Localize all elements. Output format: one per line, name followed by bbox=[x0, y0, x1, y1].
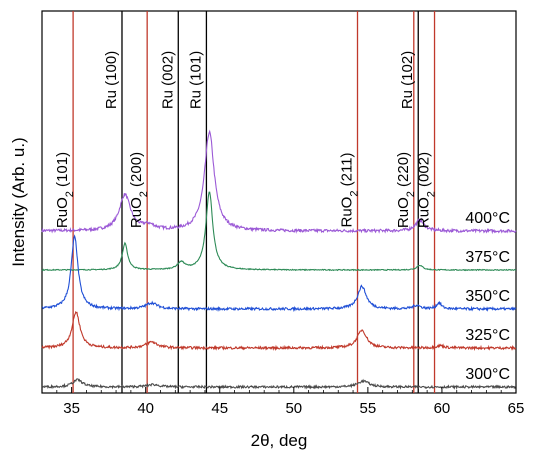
series-line bbox=[41, 191, 516, 272]
peak-label: RuO2 (101) bbox=[54, 152, 76, 228]
series-name-label: 350°C bbox=[465, 288, 510, 305]
series-name-label: 325°C bbox=[465, 327, 510, 344]
x-tick-label: 60 bbox=[434, 400, 451, 417]
peak-label: Ru (102) bbox=[399, 51, 416, 109]
series-line bbox=[41, 234, 517, 313]
y-axis-title: Intensity (Arb. u.) bbox=[9, 137, 28, 266]
x-tick-label: 45 bbox=[211, 400, 228, 417]
x-tick-label: 55 bbox=[360, 400, 377, 417]
peak-labels: RuO2 (101) Ru (100) RuO2 (200) Ru (002) Ru (… bbox=[54, 51, 437, 228]
x-tick-label: 40 bbox=[137, 400, 154, 417]
series-line bbox=[41, 310, 517, 352]
peak-label: RuO2 (200) bbox=[128, 152, 150, 228]
series-name-label: 300°C bbox=[465, 366, 510, 383]
peak-label: RuO2 (002) bbox=[416, 152, 438, 228]
peak-label: RuO2 (220) bbox=[395, 152, 417, 228]
series-line bbox=[41, 378, 517, 390]
peak-label: RuO2 (211) bbox=[339, 152, 361, 227]
peak-label: Ru (002) bbox=[159, 51, 176, 109]
x-axis-title: 2θ, deg bbox=[251, 431, 308, 450]
x-axis-ticks: 35 40 45 50 55 60 65 bbox=[56, 387, 525, 417]
reference-lines bbox=[72, 11, 436, 393]
series-line bbox=[41, 129, 517, 235]
temperature-labels: 400°C 375°C 350°C 325°C 300°C bbox=[465, 210, 510, 383]
series-name-label: 375°C bbox=[465, 249, 510, 266]
x-tick-label: 35 bbox=[63, 400, 80, 417]
x-tick-label: 50 bbox=[285, 400, 302, 417]
peak-label: Ru (100) bbox=[103, 51, 120, 109]
series-name-label: 400°C bbox=[465, 210, 510, 227]
series-lines bbox=[41, 129, 517, 390]
x-tick-label: 65 bbox=[508, 400, 525, 417]
peak-label: Ru (101) bbox=[187, 51, 204, 109]
